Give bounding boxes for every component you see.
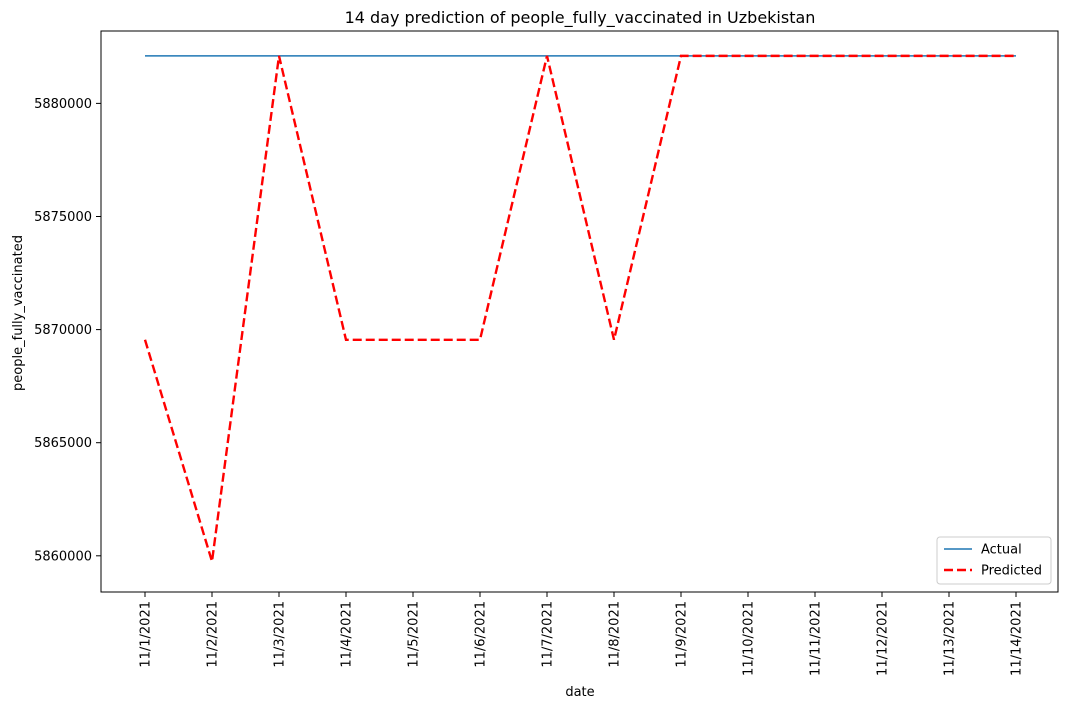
- x-tick-label: 11/7/2021: [541, 601, 556, 668]
- legend: Actual Predicted: [936, 536, 1052, 585]
- legend-label-predicted: Predicted: [981, 564, 1042, 579]
- series-line-predicted: [143, 54, 1016, 562]
- plot-area: 5860000 5865000 5870000 5875000 5880000 11/1/…: [34, 30, 1059, 676]
- x-tick-label: 11/8/2021: [608, 601, 623, 668]
- x-tick-label: 11/13/2021: [943, 601, 958, 676]
- x-tick-label: 11/1/2021: [139, 601, 154, 668]
- x-tick-label: 11/2/2021: [206, 601, 221, 668]
- y-tick-label: 5860000: [34, 549, 92, 564]
- x-tick-label: 11/14/2021: [1010, 601, 1025, 676]
- x-axis-label: date: [565, 685, 594, 700]
- plot-frame: [100, 30, 1059, 593]
- y-tick-label: 5880000: [34, 97, 92, 112]
- x-tick-label: 11/3/2021: [273, 601, 288, 668]
- x-tick-label: 11/11/2021: [809, 601, 824, 676]
- y-axis-label: people_fully_vaccinated: [11, 235, 26, 391]
- x-tick-label: 11/10/2021: [742, 601, 757, 676]
- x-tick-label: 11/5/2021: [407, 601, 422, 668]
- x-tick-label: 11/9/2021: [675, 601, 690, 668]
- chart-title: 14 day prediction of people_fully_vaccin…: [345, 8, 816, 28]
- y-tick-label: 5865000: [34, 436, 92, 451]
- y-tick-label: 5870000: [34, 323, 92, 338]
- y-tick-label: 5875000: [34, 210, 92, 225]
- x-tick-label: 11/4/2021: [340, 601, 355, 668]
- x-tick-label: 11/12/2021: [876, 601, 891, 676]
- legend-label-actual: Actual: [981, 543, 1022, 558]
- x-tick-label: 11/6/2021: [474, 601, 489, 668]
